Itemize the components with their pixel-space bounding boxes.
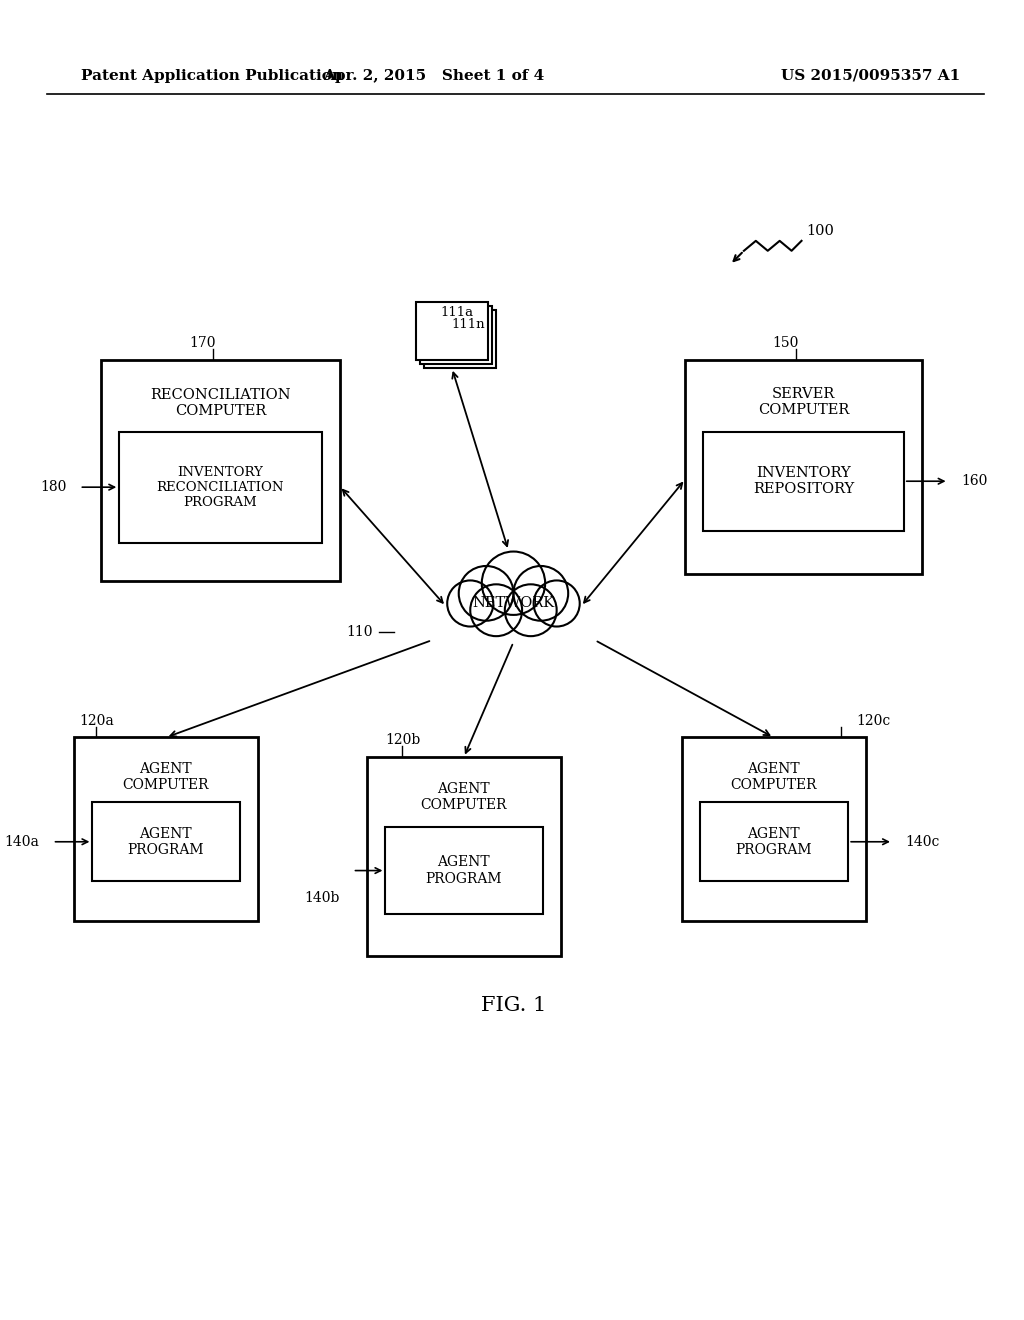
Text: 170: 170	[189, 337, 216, 350]
Text: AGENT
COMPUTER: AGENT COMPUTER	[421, 781, 507, 812]
Text: AGENT
COMPUTER: AGENT COMPUTER	[730, 762, 817, 792]
Circle shape	[447, 581, 494, 627]
Circle shape	[459, 566, 513, 620]
Circle shape	[534, 581, 580, 627]
Text: 100: 100	[807, 224, 835, 238]
Text: Patent Application Publication: Patent Application Publication	[81, 69, 343, 83]
Text: 150: 150	[772, 337, 799, 350]
FancyBboxPatch shape	[703, 432, 904, 531]
FancyBboxPatch shape	[685, 360, 922, 574]
FancyBboxPatch shape	[700, 803, 848, 882]
Text: 120a: 120a	[80, 714, 114, 727]
Text: AGENT
COMPUTER: AGENT COMPUTER	[123, 762, 209, 792]
Text: 111a: 111a	[440, 306, 473, 319]
Circle shape	[505, 585, 557, 636]
Text: FIG. 1: FIG. 1	[481, 997, 546, 1015]
FancyBboxPatch shape	[119, 432, 322, 543]
Text: 180: 180	[40, 480, 67, 494]
Text: Apr. 2, 2015   Sheet 1 of 4: Apr. 2, 2015 Sheet 1 of 4	[324, 69, 545, 83]
Text: 120c: 120c	[856, 714, 891, 727]
FancyBboxPatch shape	[92, 803, 241, 882]
FancyBboxPatch shape	[101, 360, 340, 581]
FancyBboxPatch shape	[424, 310, 496, 368]
Text: INVENTORY
RECONCILIATION
PROGRAM: INVENTORY RECONCILIATION PROGRAM	[157, 466, 285, 508]
Text: 110: 110	[346, 626, 373, 639]
Text: SERVER
COMPUTER: SERVER COMPUTER	[758, 387, 849, 417]
Text: 120b: 120b	[385, 734, 421, 747]
Text: 140a: 140a	[5, 834, 40, 849]
FancyBboxPatch shape	[75, 738, 258, 921]
Text: 140c: 140c	[906, 834, 940, 849]
Text: 140b: 140b	[304, 891, 340, 906]
FancyBboxPatch shape	[368, 758, 561, 956]
Text: AGENT
PROGRAM: AGENT PROGRAM	[426, 855, 502, 886]
FancyBboxPatch shape	[682, 738, 866, 921]
Text: US 2015/0095357 A1: US 2015/0095357 A1	[781, 69, 961, 83]
FancyBboxPatch shape	[420, 306, 492, 364]
Text: 111n: 111n	[451, 318, 484, 331]
Circle shape	[513, 566, 568, 620]
FancyBboxPatch shape	[385, 826, 544, 915]
Text: AGENT
PROGRAM: AGENT PROGRAM	[128, 826, 204, 857]
FancyBboxPatch shape	[416, 302, 487, 360]
Text: INVENTORY
REPOSITORY: INVENTORY REPOSITORY	[753, 466, 854, 496]
Circle shape	[470, 585, 522, 636]
Text: AGENT
PROGRAM: AGENT PROGRAM	[735, 826, 812, 857]
Circle shape	[481, 552, 545, 615]
Text: NETWORK: NETWORK	[472, 597, 555, 610]
Text: RECONCILIATION
COMPUTER: RECONCILIATION COMPUTER	[151, 388, 291, 418]
Text: 160: 160	[962, 474, 988, 488]
